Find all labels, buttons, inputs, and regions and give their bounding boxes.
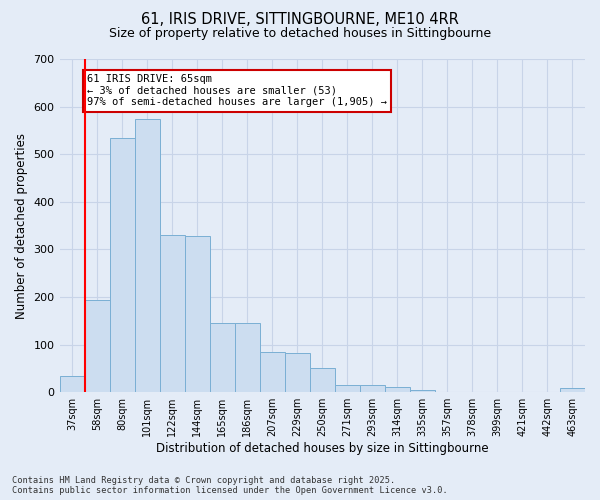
Bar	[59, 376, 85, 392]
Bar	[385, 388, 410, 392]
Bar	[310, 368, 335, 392]
Text: 61 IRIS DRIVE: 65sqm
← 3% of detached houses are smaller (53)
97% of semi-detach: 61 IRIS DRIVE: 65sqm ← 3% of detached ho…	[87, 74, 387, 108]
Bar	[134, 118, 160, 392]
X-axis label: Distribution of detached houses by size in Sittingbourne: Distribution of detached houses by size …	[156, 442, 488, 455]
Bar	[110, 138, 134, 392]
Bar	[285, 352, 310, 392]
Bar	[209, 323, 235, 392]
Text: Size of property relative to detached houses in Sittingbourne: Size of property relative to detached ho…	[109, 28, 491, 40]
Bar	[410, 390, 435, 392]
Bar	[85, 300, 110, 392]
Text: Contains HM Land Registry data © Crown copyright and database right 2025.
Contai: Contains HM Land Registry data © Crown c…	[12, 476, 448, 495]
Bar	[260, 352, 285, 392]
Bar	[360, 385, 385, 392]
Bar	[160, 235, 185, 392]
Bar	[235, 323, 260, 392]
Y-axis label: Number of detached properties: Number of detached properties	[15, 132, 28, 318]
Bar	[185, 236, 209, 392]
Bar	[335, 385, 360, 392]
Text: 61, IRIS DRIVE, SITTINGBOURNE, ME10 4RR: 61, IRIS DRIVE, SITTINGBOURNE, ME10 4RR	[141, 12, 459, 28]
Bar	[560, 388, 585, 392]
